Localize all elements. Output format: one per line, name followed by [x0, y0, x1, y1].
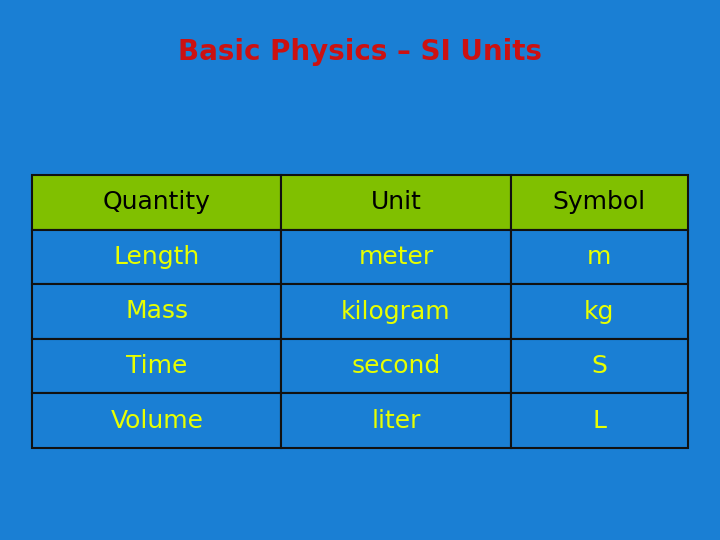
- Bar: [32, 339, 282, 394]
- Text: Length: Length: [114, 245, 200, 269]
- Text: kg: kg: [584, 300, 614, 323]
- Text: liter: liter: [372, 409, 420, 433]
- Text: second: second: [351, 354, 441, 378]
- Text: Quantity: Quantity: [103, 190, 211, 214]
- Bar: [282, 284, 510, 339]
- Text: Time: Time: [126, 354, 188, 378]
- Bar: [282, 230, 510, 284]
- Bar: [510, 175, 688, 230]
- Text: L: L: [592, 409, 606, 433]
- Text: Symbol: Symbol: [552, 190, 646, 214]
- Bar: [282, 175, 510, 230]
- Bar: [510, 394, 688, 448]
- Text: S: S: [591, 354, 607, 378]
- Text: Basic Physics – SI Units: Basic Physics – SI Units: [178, 38, 542, 66]
- Text: kilogram: kilogram: [341, 300, 451, 323]
- Bar: [282, 339, 510, 394]
- Text: Volume: Volume: [110, 409, 203, 433]
- Bar: [32, 230, 282, 284]
- Bar: [510, 230, 688, 284]
- Text: m: m: [587, 245, 611, 269]
- Bar: [32, 394, 282, 448]
- Text: meter: meter: [359, 245, 433, 269]
- Bar: [510, 284, 688, 339]
- Text: Unit: Unit: [371, 190, 421, 214]
- Bar: [510, 339, 688, 394]
- Bar: [282, 394, 510, 448]
- Bar: [32, 284, 282, 339]
- Bar: [32, 175, 282, 230]
- Text: Mass: Mass: [125, 300, 189, 323]
